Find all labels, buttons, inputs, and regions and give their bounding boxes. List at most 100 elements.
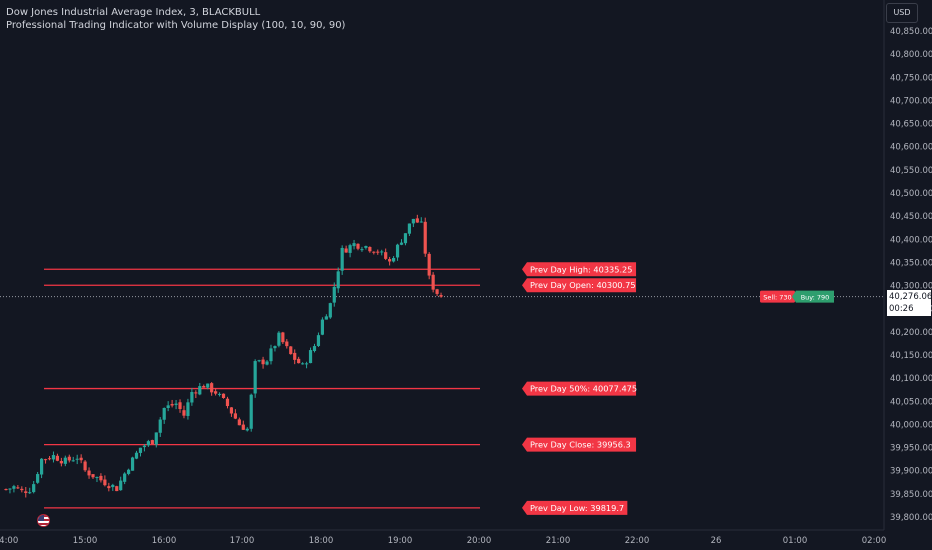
price-tick-label: 40,650.00 [890, 120, 932, 130]
candle-body [24, 491, 28, 493]
level-lines [44, 268, 480, 509]
candle-body [16, 487, 20, 489]
time-axis[interactable]: 14:00 15:00 16:00 17:00 18:00 19:00 20:00 21:00… [0, 536, 886, 546]
candle-body [253, 361, 257, 394]
candle-body [158, 419, 162, 433]
candle-body [388, 259, 392, 262]
level-label-box [522, 278, 637, 293]
candle-body [95, 476, 99, 478]
candle-body [75, 458, 79, 460]
sell-label[interactable] [760, 290, 795, 303]
candle-body [356, 243, 360, 249]
candle-body [174, 403, 178, 405]
time-tick-label: 17:00 [230, 536, 255, 546]
candle-body [372, 251, 376, 253]
currency-button[interactable]: USD [886, 3, 918, 23]
candle-body [63, 457, 67, 464]
candle-body [206, 383, 210, 388]
candle-body [316, 335, 321, 346]
candle-body [91, 474, 95, 478]
candle-body [198, 386, 202, 395]
candle-body [39, 458, 44, 475]
price-tick-label: 40,050.00 [890, 397, 932, 407]
candle-body [138, 447, 143, 453]
candle-body [281, 332, 285, 343]
candle-body [170, 404, 174, 406]
candle-body [241, 424, 245, 430]
candle-body [119, 480, 123, 491]
candle-body [32, 484, 36, 493]
candle-body [43, 459, 48, 461]
candle-body [225, 398, 230, 407]
candle-body [368, 246, 372, 252]
level-label-text: Prev Day Close: 39956.3 [530, 440, 631, 450]
candle-body [289, 346, 293, 355]
candle-body [269, 348, 273, 362]
us-flag-icon[interactable] [37, 514, 50, 527]
candle-body [344, 248, 348, 253]
level-label-text: Prev Day 50%: 40077.475 [530, 384, 637, 394]
candle-body [229, 407, 234, 414]
level-label-text: Prev Day High: 40335.25 [530, 264, 632, 274]
price-tick-label: 40,700.00 [890, 96, 932, 106]
candle-body [55, 455, 60, 461]
price-axis[interactable]: 39,800.00 39,850.00 39,900.00 39,950.00 40,0… [890, 27, 932, 523]
candle-body [391, 257, 396, 262]
level-label-box [522, 262, 637, 277]
candle-body [407, 223, 412, 234]
time-tick-label: 18:00 [309, 536, 334, 546]
level-label-text: Prev Day Low: 39819.7 [530, 503, 624, 513]
candle-body [435, 289, 439, 294]
candle-body [20, 488, 24, 491]
symbol-title: Dow Jones Industrial Average Index, 3, B… [6, 7, 261, 18]
candle-body [67, 456, 71, 461]
time-tick-label: 15:00 [73, 536, 98, 546]
current-price-value: 40,276.06 [889, 292, 932, 302]
candle-body [403, 233, 408, 244]
candle-body [332, 286, 336, 303]
candle-body [360, 249, 364, 251]
price-tick-label: 40,150.00 [890, 351, 932, 361]
candle-body [320, 319, 324, 335]
candle-body [348, 245, 352, 253]
price-tick-label: 40,100.00 [890, 374, 932, 384]
sell-label-text: Sell: 730 [763, 294, 791, 302]
chart-legend: Dow Jones Industrial Average Index, 3, B… [6, 6, 345, 32]
time-tick-label: 14:00 [0, 536, 18, 546]
candle-body [214, 391, 218, 394]
time-tick-label: 20:00 [467, 536, 492, 546]
candle-body [8, 488, 12, 490]
candle-body [364, 245, 368, 248]
candle-body [217, 393, 222, 395]
price-tick-label: 40,550.00 [890, 166, 932, 176]
candle-body [59, 461, 63, 464]
candle-body [340, 247, 344, 271]
candle-body [182, 410, 186, 416]
candle-body [51, 455, 56, 460]
candle-body [419, 221, 423, 223]
candle-body [395, 244, 400, 258]
candle-body [423, 221, 427, 254]
price-tick-label: 39,850.00 [890, 490, 932, 500]
candle-body [127, 469, 131, 474]
price-tick-label: 40,300.00 [890, 282, 932, 292]
candle-body [210, 383, 214, 393]
candle-body [415, 218, 419, 223]
current-price-tag: 40,276.06 00:26 [887, 290, 932, 316]
buy-label[interactable] [792, 290, 834, 303]
candle-body [427, 253, 431, 276]
indicator-title: Professional Trading Indicator with Volu… [6, 20, 346, 31]
candle-body [245, 428, 249, 431]
candle-body [233, 413, 237, 419]
price-tick-label: 39,900.00 [890, 467, 932, 477]
candle-body [142, 445, 147, 448]
candle-body [221, 393, 226, 399]
order-labels[interactable]: Sell: 730 Buy: 790 [760, 290, 834, 303]
candle-body [297, 358, 301, 364]
candle-body [328, 303, 332, 318]
candle-body [312, 346, 317, 352]
price-tick-label: 40,750.00 [890, 73, 932, 83]
candle-body [190, 392, 194, 403]
level-label-box [522, 437, 637, 452]
